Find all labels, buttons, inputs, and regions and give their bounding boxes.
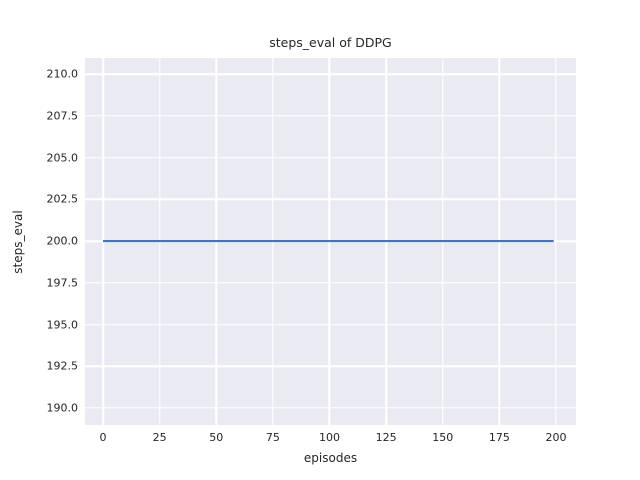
x-tick-label: 150 <box>432 431 454 444</box>
y-tick-label: 197.5 <box>46 276 79 290</box>
y-tick-label: 200.0 <box>46 234 79 248</box>
x-tick-label: 200 <box>545 431 567 444</box>
horizontal-gridline <box>85 407 576 409</box>
horizontal-gridline <box>85 365 576 367</box>
horizontal-gridline <box>85 73 576 75</box>
y-tick-label: 190.0 <box>46 401 79 415</box>
y-tick-label: 192.5 <box>46 359 79 373</box>
horizontal-gridline <box>85 115 576 117</box>
y-tick-label: 202.5 <box>46 192 79 206</box>
plot-area <box>85 58 576 425</box>
x-axis-label: episodes <box>303 451 358 465</box>
x-tick-label: 125 <box>375 431 397 444</box>
x-tick-label: 175 <box>488 431 510 444</box>
y-tick-label: 195.0 <box>46 318 79 332</box>
x-tick-label: 25 <box>152 431 167 444</box>
vertical-gridline <box>555 58 557 425</box>
line-series-ddpg <box>103 239 554 243</box>
y-tick-label: 207.5 <box>46 109 79 123</box>
horizontal-gridline <box>85 282 576 284</box>
y-tick-label: 205.0 <box>46 151 79 165</box>
horizontal-gridline <box>85 156 576 159</box>
x-tick-label: 50 <box>209 431 224 444</box>
horizontal-gridline <box>85 198 576 201</box>
chart-title: steps_eval of DDPG <box>269 35 392 50</box>
x-tick-label: 100 <box>318 431 340 444</box>
y-tick-label: 210.0 <box>46 67 79 81</box>
y-axis-label: steps_eval <box>11 210 25 274</box>
x-tick-label: 75 <box>265 431 280 444</box>
x-tick-label: 0 <box>99 431 107 444</box>
horizontal-gridline <box>85 323 576 326</box>
